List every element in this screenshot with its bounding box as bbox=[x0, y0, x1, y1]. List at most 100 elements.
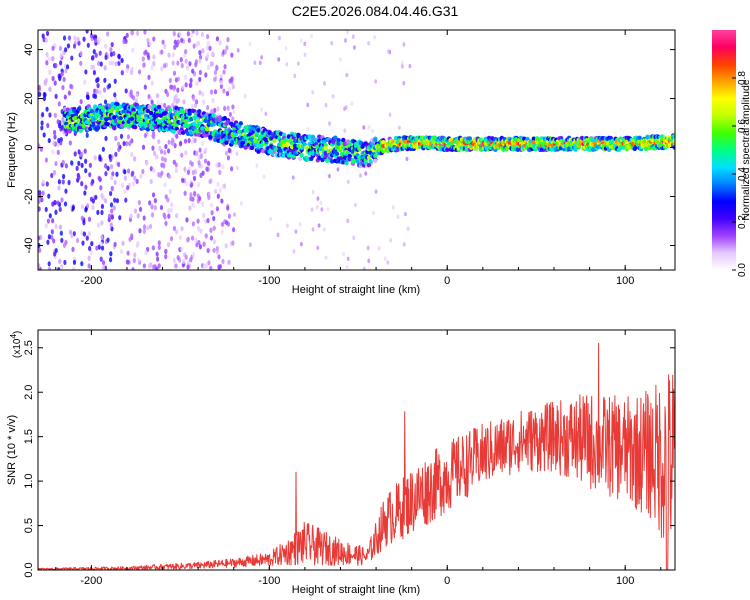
spectrogram-noise-cell bbox=[195, 150, 199, 156]
spectrogram-noise-cell bbox=[192, 175, 197, 181]
spectrogram-noise-cell bbox=[183, 190, 187, 196]
spectrogram-noise-cell bbox=[142, 224, 147, 230]
spectrogram-noise-cell bbox=[172, 70, 177, 76]
spectrogram-noise-cell bbox=[172, 225, 177, 232]
spectrogram-noise-cell bbox=[144, 49, 148, 55]
spectrogram-noise-cell bbox=[133, 156, 137, 162]
spectrogram-noise-cell bbox=[90, 64, 94, 70]
spectrogram-noise-cell bbox=[100, 203, 105, 210]
spectrogram-ridge-cell bbox=[76, 106, 82, 112]
spectrogram-noise-cell bbox=[131, 267, 135, 270]
spectrogram-noise-cell bbox=[104, 163, 108, 169]
spectrogram-ridge-cell bbox=[78, 128, 83, 133]
spectrogram-noise-cell bbox=[194, 237, 198, 243]
spectrogram-noise-cell bbox=[89, 249, 93, 256]
spectrogram-noise-cell bbox=[160, 49, 164, 55]
spectrogram-noise-cell bbox=[188, 205, 192, 211]
spectrogram-noise-cell bbox=[199, 152, 203, 159]
spectrogram-noise-cell bbox=[135, 92, 139, 98]
spectrogram-noise-cell bbox=[80, 162, 84, 168]
spectrogram-noise-cell bbox=[212, 239, 217, 245]
spectrogram-noise-cell bbox=[47, 234, 51, 240]
spectrogram-noise-cell bbox=[51, 45, 55, 51]
spectrogram-noise-cell bbox=[174, 77, 178, 83]
spectrogram-noise-cell bbox=[170, 137, 175, 143]
spectrogram-noise-cell bbox=[101, 146, 105, 152]
spectrogram-noise-cell bbox=[97, 60, 101, 66]
spectrogram-noise-cell bbox=[64, 68, 68, 74]
spectrogram-ridge-cell bbox=[645, 135, 650, 140]
spectrogram-ridge-cell bbox=[249, 145, 255, 151]
spectrogram-noise-cell bbox=[62, 35, 67, 41]
spectrogram-noise-cell bbox=[204, 147, 208, 153]
spectrogram-noise-cell bbox=[171, 52, 175, 58]
spectrogram-noise-cell bbox=[96, 222, 101, 228]
spectrogram-noise-cell bbox=[346, 218, 350, 224]
spectrogram-noise-cell bbox=[163, 214, 167, 220]
spectrogram-ridge-cell bbox=[393, 135, 399, 141]
spectrogram-noise-cell bbox=[126, 185, 130, 191]
spectrogram-noise-cell bbox=[48, 69, 52, 75]
spectrogram-noise-cell bbox=[184, 82, 188, 88]
spectrogram-ridge-cell bbox=[97, 104, 103, 109]
spectrogram-noise-cell bbox=[204, 233, 208, 239]
spectrogram-noise-cell bbox=[103, 43, 108, 49]
snr-x-ticks: -200 -100 0 100 bbox=[55, 330, 662, 587]
spectrogram-noise-cell bbox=[211, 51, 215, 57]
spectrogram-noise-cell bbox=[125, 259, 129, 265]
spectrogram-noise-cell bbox=[83, 79, 87, 85]
spectrogram-noise-cell bbox=[168, 77, 172, 84]
spectrogram-noise-cell bbox=[147, 74, 151, 80]
spectrogram-noise-cell bbox=[52, 129, 57, 136]
spectrogram-noise-cell bbox=[40, 197, 44, 203]
spectrogram-noise-cell bbox=[114, 96, 118, 102]
spectrogram-ridge-cell bbox=[148, 110, 154, 116]
spectrogram-noise-cell bbox=[202, 241, 206, 247]
spectrogram-noise-cell bbox=[141, 144, 146, 150]
spectrogram-noise-cell bbox=[148, 41, 152, 47]
spectrogram-ridge-cell bbox=[467, 136, 473, 141]
spectrogram-noise-cell bbox=[185, 181, 189, 187]
spectrogram-noise-cell bbox=[222, 69, 226, 75]
spectrogram-noise-cell bbox=[69, 83, 73, 89]
spectrogram-noise-cell bbox=[191, 202, 195, 208]
spectrogram-ridge-cell bbox=[357, 146, 362, 152]
spectrogram-noise-cell bbox=[126, 134, 131, 140]
spectrogram-noise-cell bbox=[195, 80, 199, 87]
spectrogram-noise-cell bbox=[231, 104, 235, 110]
spectrogram-noise-cell bbox=[160, 66, 164, 72]
spectrogram-noise-cell bbox=[221, 258, 225, 265]
spectrogram-noise-cell bbox=[374, 189, 378, 194]
spectrogram-noise-cell bbox=[63, 94, 67, 100]
spectrogram-noise-cell bbox=[210, 210, 214, 216]
spectrogram-noise-cell bbox=[233, 212, 236, 217]
spectrogram-noise-cell bbox=[196, 182, 201, 188]
spectrogram-noise-cell bbox=[367, 258, 371, 264]
spectrogram-noise-cell bbox=[57, 179, 61, 185]
spectrogram-noise-cell bbox=[212, 215, 216, 222]
spectrogram-noise-cell bbox=[204, 72, 208, 78]
spectrogram-noise-cell bbox=[114, 135, 118, 142]
spectrogram-ridge-cell bbox=[341, 137, 346, 143]
spectrogram-noise-cell bbox=[130, 138, 134, 144]
spectrogram-noise-cell bbox=[141, 168, 145, 175]
spectrogram-noise-cell bbox=[133, 175, 137, 181]
spectrogram-noise-cell bbox=[58, 224, 63, 230]
spectrogram-noise-cell bbox=[77, 174, 81, 181]
spectrogram-noise-cell bbox=[226, 37, 230, 43]
spectrogram-noise-cell bbox=[151, 145, 155, 151]
spectrogram-noise-cell bbox=[264, 111, 268, 116]
spectrogram-noise-cell bbox=[303, 52, 307, 58]
spectrogram-noise-cell bbox=[57, 123, 62, 129]
spectrogram-noise-cell bbox=[80, 151, 84, 157]
spectrogram-noise-cell bbox=[93, 88, 97, 94]
spectrogram-noise-cell bbox=[209, 265, 213, 270]
spectrogram-noise-cell bbox=[255, 163, 259, 168]
spectrogram-noise-cell bbox=[120, 57, 124, 64]
spectrogram-noise-cell bbox=[103, 65, 107, 71]
spectrogram-noise-cell bbox=[88, 162, 92, 168]
spectrogram-noise-cell bbox=[126, 168, 131, 174]
spectrogram-noise-cell bbox=[151, 192, 156, 198]
spectrogram-ridge-cell bbox=[112, 115, 117, 120]
spectrogram-noise-cell bbox=[108, 153, 112, 160]
